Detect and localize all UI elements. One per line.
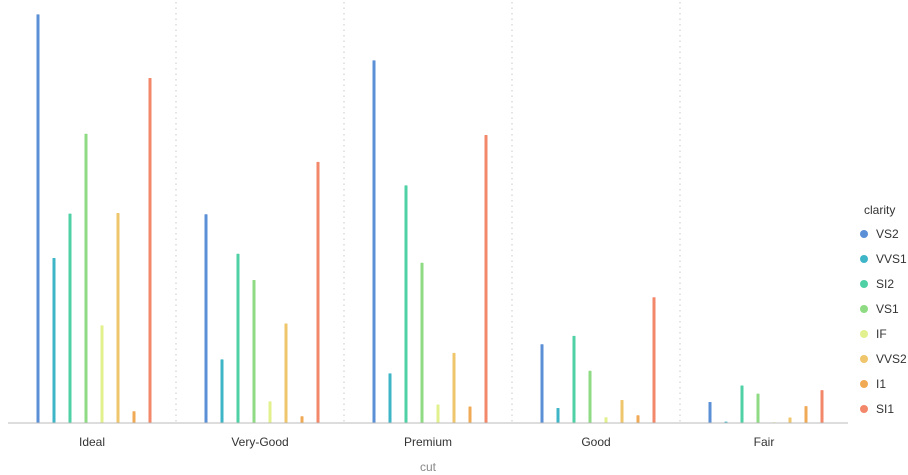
- legend-label: IF: [876, 327, 887, 341]
- bar-si1-good[interactable]: [652, 297, 656, 423]
- legend-item-vvs1[interactable]: VVS1: [860, 252, 907, 266]
- legend-label: VS1: [876, 302, 899, 316]
- x-tick-label-premium: Premium: [404, 435, 452, 449]
- legend-swatch: [860, 230, 868, 238]
- bar-si2-premium[interactable]: [404, 185, 408, 423]
- legend-swatch: [860, 405, 868, 413]
- legend-label: SI1: [876, 402, 894, 416]
- x-tick-labels: Ideal Very-Good Premium Good Fair: [79, 435, 774, 449]
- legend-label: VS2: [876, 227, 899, 241]
- category-separators: [175, 2, 681, 423]
- legend-label: SI2: [876, 277, 894, 291]
- legend-items: VS2 VVS1 SI2 VS1 IF VVS2 I1 SI1: [860, 227, 907, 416]
- bar-si2-fair[interactable]: [740, 385, 744, 423]
- legend-item-i1[interactable]: I1: [860, 377, 886, 391]
- bar-si2-ideal[interactable]: [68, 213, 72, 423]
- legend-item-vvs2[interactable]: VVS2: [860, 352, 907, 366]
- bar-vs2-premium[interactable]: [372, 60, 376, 424]
- legend-label: I1: [876, 377, 886, 391]
- bar-vs1-very-good[interactable]: [252, 279, 256, 423]
- x-tick-label-good: Good: [581, 435, 610, 449]
- bar-vs2-very-good[interactable]: [204, 214, 208, 423]
- bar-i1-very-good[interactable]: [300, 416, 304, 423]
- bar-vvs1-very-good[interactable]: [220, 359, 224, 423]
- legend-swatch: [860, 255, 868, 263]
- bar-vvs2-premium[interactable]: [452, 352, 456, 423]
- bar-i1-premium[interactable]: [468, 406, 472, 423]
- x-tick-label-fair: Fair: [754, 435, 775, 449]
- bar-vs2-ideal[interactable]: [36, 14, 40, 424]
- bar-si1-very-good[interactable]: [316, 161, 320, 423]
- legend-swatch: [860, 355, 868, 363]
- bar-vs1-good[interactable]: [588, 370, 592, 423]
- legend-item-if[interactable]: IF: [860, 327, 887, 341]
- legend[interactable]: clarity VS2 VVS1 SI2 VS1 IF VVS2 I1 SI1: [860, 203, 907, 416]
- legend-swatch: [860, 380, 868, 388]
- x-axis-title: cut: [420, 460, 437, 474]
- bar-vvs1-premium[interactable]: [388, 373, 392, 423]
- bar-vvs1-ideal[interactable]: [52, 258, 56, 423]
- bar-vs1-fair[interactable]: [756, 393, 760, 423]
- bar-i1-fair[interactable]: [804, 406, 808, 423]
- bar-i1-ideal[interactable]: [132, 411, 136, 423]
- bar-vvs2-ideal[interactable]: [116, 213, 120, 423]
- bar-vvs1-good[interactable]: [556, 408, 560, 423]
- legend-label: VVS1: [876, 252, 907, 266]
- bar-marks: [36, 14, 824, 424]
- legend-swatch: [860, 330, 868, 338]
- bar-if-premium[interactable]: [436, 404, 440, 423]
- bar-if-very-good[interactable]: [268, 401, 272, 423]
- legend-item-si1[interactable]: SI1: [860, 402, 894, 416]
- bar-si1-fair[interactable]: [820, 390, 824, 423]
- bar-vvs2-very-good[interactable]: [284, 323, 288, 423]
- bar-vvs2-fair[interactable]: [788, 417, 792, 423]
- bar-vs1-ideal[interactable]: [84, 133, 88, 423]
- legend-label: VVS2: [876, 352, 907, 366]
- legend-item-vs2[interactable]: VS2: [860, 227, 899, 241]
- legend-title: clarity: [864, 203, 895, 217]
- bar-if-ideal[interactable]: [100, 325, 104, 423]
- bar-vs2-fair[interactable]: [708, 401, 712, 423]
- legend-item-vs1[interactable]: VS1: [860, 302, 899, 316]
- bar-i1-good[interactable]: [636, 415, 640, 423]
- bar-vs2-good[interactable]: [540, 344, 544, 423]
- x-tick-label-ideal: Ideal: [79, 435, 105, 449]
- bar-si1-ideal[interactable]: [148, 77, 152, 424]
- legend-item-si2[interactable]: SI2: [860, 277, 894, 291]
- bar-si2-good[interactable]: [572, 335, 576, 423]
- x-tick-label-very-good: Very-Good: [231, 435, 288, 449]
- bar-vs1-premium[interactable]: [420, 262, 424, 423]
- bar-si1-premium[interactable]: [484, 134, 488, 423]
- legend-swatch: [860, 305, 868, 313]
- bar-si2-very-good[interactable]: [236, 253, 240, 423]
- legend-swatch: [860, 280, 868, 288]
- bar-if-good[interactable]: [604, 417, 608, 423]
- bar-vvs2-good[interactable]: [620, 399, 624, 423]
